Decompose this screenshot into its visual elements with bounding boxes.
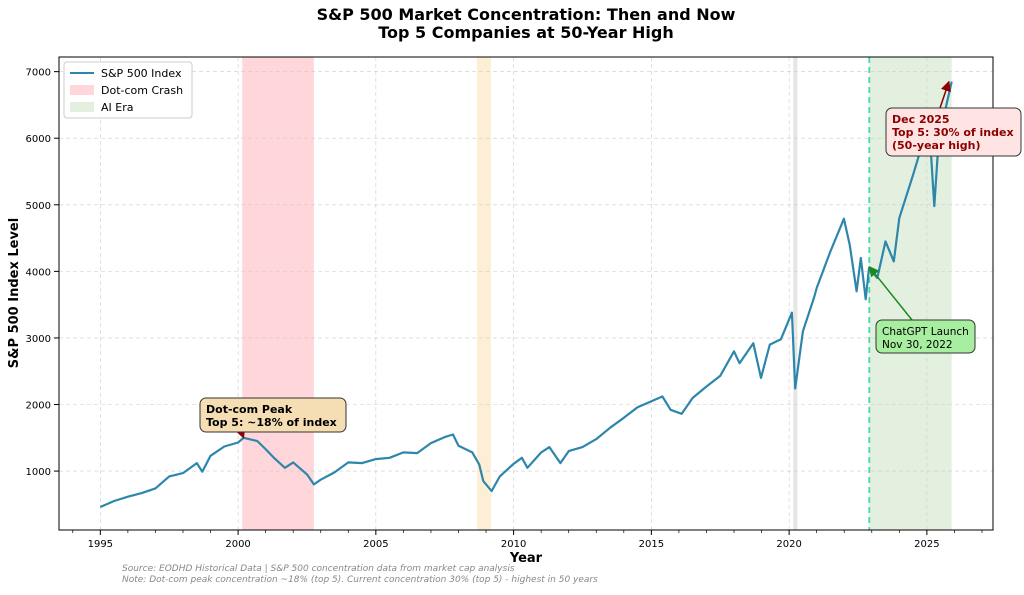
x-tick-label: 1995 (88, 539, 113, 550)
legend-label: AI Era (101, 101, 133, 114)
y-tick-label: 4000 (26, 267, 51, 278)
annotation-text: Dec 2025 (892, 113, 950, 126)
annotation-arrow (939, 80, 951, 109)
annotation-box (875, 319, 976, 354)
x-tick-label: 2010 (501, 539, 526, 550)
annotation-text: Nov 30, 2022 (882, 339, 953, 351)
annotation-text: Top 5: ~18% of index (206, 416, 337, 429)
y-tick-label: 2000 (26, 401, 51, 412)
annotation-text: (50-year high) (892, 139, 981, 152)
annotation-text: ChatGPT Launch (882, 326, 969, 338)
x-tick-label: 2005 (363, 539, 388, 550)
y-tick-label: 6000 (26, 134, 51, 145)
series-line-sp500 (99, 81, 953, 509)
legend-swatch-patch (70, 85, 94, 95)
annotation-arrow (868, 265, 913, 321)
plot-frame (58, 56, 994, 531)
shaded-span-1 (476, 57, 492, 530)
shaded-span-2 (793, 57, 798, 530)
footnote-source: Source: EODHD Historical Data | S&P 500 … (122, 564, 515, 574)
x-axis-label: Year (509, 551, 543, 566)
x-tick-label: 2015 (639, 539, 664, 550)
y-tick-label: 5000 (26, 201, 51, 212)
legend-label: S&P 500 Index (101, 67, 182, 80)
annotation-text: Dot-com Peak (206, 403, 293, 416)
annotation-box (885, 107, 1022, 157)
chart-subtitle: Top 5 Companies at 50-Year High (378, 23, 674, 42)
x-tick-label: 2025 (914, 539, 939, 550)
y-tick-label: 7000 (26, 68, 51, 79)
y-tick-label: 3000 (26, 334, 51, 345)
x-tick-label: 2000 (225, 539, 250, 550)
annotation-text: Top 5: 30% of index (892, 126, 1014, 139)
legend-box (63, 61, 193, 119)
annotation-box (199, 397, 347, 433)
legend-swatch-patch (70, 102, 94, 112)
y-tick-label: 1000 (26, 467, 51, 478)
legend-label: Dot-com Crash (101, 84, 183, 97)
x-tick-label: 2020 (776, 539, 801, 550)
shaded-span-0 (242, 57, 314, 530)
legend: S&P 500 Index Dot-com Crash AI Era (63, 61, 193, 119)
y-axis-label: S&P 500 Index Level (7, 218, 22, 368)
chart-title: S&P 500 Market Concentration: Then and N… (317, 5, 736, 24)
footnote-note: Note: Dot-com peak concentration ~18% (t… (122, 575, 598, 585)
